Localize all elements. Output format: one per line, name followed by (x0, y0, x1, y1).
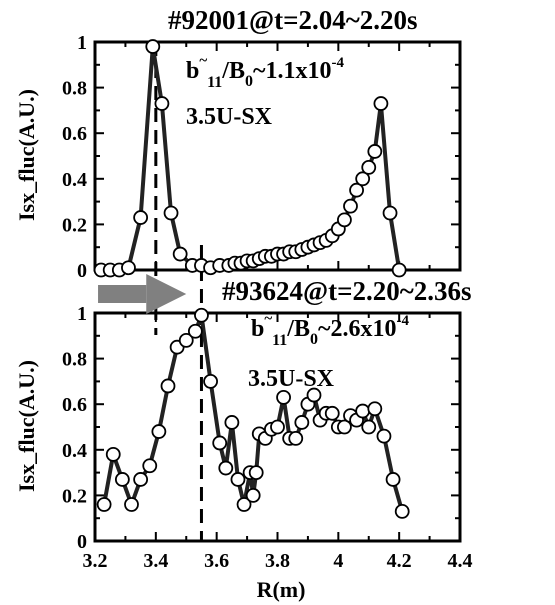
data-point (355, 403, 371, 419)
annot-b: b (186, 58, 199, 84)
annot-exp: -4 (331, 55, 344, 71)
data-point (382, 205, 398, 221)
data-point (96, 497, 112, 512)
arrow-shaft (98, 285, 147, 303)
x-tick-label: 4.4 (448, 550, 473, 572)
data-point (248, 465, 264, 481)
annot-mode: 11 (272, 332, 287, 349)
y-tick-label: 0.4 (62, 169, 87, 191)
x-tick-label: 3.2 (83, 550, 108, 572)
data-point (276, 389, 291, 405)
data-point (337, 212, 352, 228)
data-point (343, 198, 358, 214)
data-point (154, 96, 170, 111)
annot-tilde: ~ (264, 311, 272, 327)
series-points-top (93, 39, 407, 278)
data-point (224, 415, 240, 430)
x-tick-label: 3.8 (265, 550, 290, 572)
ticks-bottom: 0 0.2 0.4 0.6 0.8 1 3.2 3.4 3.6 3.8 4 4.2 4.4 (62, 303, 473, 572)
data-point (337, 419, 352, 435)
data-point (212, 435, 228, 451)
data-point (218, 460, 234, 476)
data-point (361, 159, 377, 175)
data-point (385, 472, 401, 487)
data-point (367, 401, 383, 417)
data-point (367, 144, 383, 159)
data-point (203, 373, 218, 389)
annot-slash: /B (221, 58, 245, 84)
y-tick-label: 0 (77, 531, 87, 553)
data-point (324, 405, 340, 421)
y-tick-label: 0 (77, 260, 87, 282)
shot-title-top: #92001@t=2.04~2.20s (168, 5, 418, 35)
data-point (133, 210, 149, 225)
y-tick-label: 0.4 (62, 440, 87, 462)
annot-zero: 0 (245, 73, 253, 90)
y-tick-label: 1 (77, 303, 87, 325)
data-point (230, 472, 246, 487)
data-point (187, 323, 203, 339)
y-axis-label-bottom: Isx_fluc(A.U.) (14, 360, 39, 492)
x-tick-label: 3.4 (143, 550, 168, 572)
annot-zero: 0 (310, 331, 318, 348)
data-point (355, 171, 371, 187)
data-point (394, 503, 410, 519)
ticks-top: 0 0.2 0.4 0.6 0.8 1 (62, 32, 461, 282)
x-axis-label: R(m) (257, 577, 306, 602)
annot-mode: 11 (207, 74, 222, 91)
arrow (98, 274, 187, 314)
annotation-detector-bottom: 3.5U-SX (248, 366, 335, 392)
series-points-bottom (96, 307, 410, 519)
annot-slash: /B (286, 316, 310, 342)
data-point (294, 415, 310, 430)
data-point (361, 419, 377, 435)
y-tick-label: 0.2 (62, 214, 87, 236)
data-point (172, 246, 188, 262)
data-point (288, 430, 304, 446)
y-tick-label: 0.8 (62, 78, 87, 100)
arrow-head (146, 274, 187, 314)
annot-exp: -4 (396, 313, 409, 329)
annotation-detector-top: 3.5U-SX (186, 104, 273, 130)
y-tick-label: 0.6 (62, 394, 87, 416)
annot-approx: ~1.1x10 (253, 58, 331, 84)
annotation-mode-top: b~11/B0~1.1x10-4 (186, 53, 344, 91)
x-tick-label: 4 (333, 550, 343, 572)
data-point (114, 472, 130, 487)
data-point (142, 458, 158, 474)
data-point (306, 387, 322, 403)
x-tick-label: 4.2 (387, 550, 412, 572)
annotation-mode-bottom: b~11/B0~2.6x10-4 (251, 311, 409, 349)
data-point (376, 428, 392, 444)
data-point (373, 96, 389, 111)
data-point (160, 378, 176, 394)
annot-tilde: ~ (199, 53, 207, 69)
data-point (245, 487, 261, 503)
y-tick-label: 1 (77, 32, 87, 54)
y-axis-label-top: Isx_fluc(A.U.) (14, 89, 39, 221)
y-tick-label: 0.6 (62, 123, 87, 145)
data-point (133, 472, 149, 487)
data-point (349, 182, 364, 198)
annot-b: b (251, 316, 264, 342)
data-point (194, 307, 209, 323)
shot-title-bottom: #93624@t=2.20~2.36s (222, 276, 472, 306)
data-point (178, 332, 194, 348)
y-tick-label: 0.2 (62, 485, 87, 507)
y-tick-label: 0.8 (62, 349, 87, 371)
annot-approx: ~2.6x10 (318, 316, 396, 342)
data-point (163, 205, 179, 221)
data-point (151, 424, 167, 439)
data-point (391, 262, 407, 278)
data-point (270, 419, 285, 435)
data-point (121, 260, 136, 276)
data-point (124, 497, 139, 512)
data-point (105, 446, 121, 462)
data-point (236, 497, 252, 512)
x-tick-label: 3.6 (204, 550, 229, 572)
data-point (145, 39, 161, 54)
